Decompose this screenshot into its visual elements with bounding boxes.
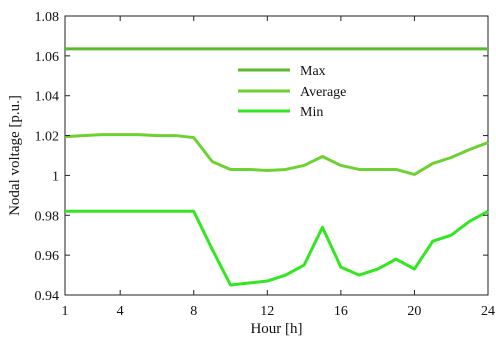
axes: 1 4 8 12 16 20 24 0.94 0.96 0.98 1 1.02 1.04 1.06 1.08… [7, 10, 495, 337]
y-axis-title: Nodal voltage [p.u.] [7, 95, 23, 216]
x-tick-label: 1 [62, 304, 69, 319]
x-tick-label: 12 [260, 304, 274, 319]
y-tick-label: 1.04 [35, 90, 60, 105]
x-tick-label: 8 [190, 304, 197, 319]
y-tick-label: 1.08 [35, 10, 60, 25]
plot-area [64, 15, 489, 296]
y-tick-label: 0.94 [35, 289, 60, 304]
x-tick-label: 16 [334, 304, 348, 319]
x-axis-title: Hour [h] [250, 321, 302, 337]
series-line-min [65, 209, 489, 287]
series-lines [64, 47, 489, 287]
legend: Max Average Min [238, 64, 346, 120]
x-tick-label: 4 [117, 304, 124, 319]
x-tick-label: 24 [481, 304, 495, 319]
plot-frame [64, 15, 489, 296]
y-tick-label: 1.02 [35, 130, 60, 145]
legend-label-min: Min [300, 105, 323, 120]
y-tick-label: 1 [52, 169, 59, 184]
legend-label-max: Max [300, 64, 326, 79]
legend-label-average: Average [300, 85, 346, 100]
y-tick-label: 0.96 [35, 249, 60, 264]
x-tick-label: 20 [407, 304, 421, 319]
y-tick-label: 0.98 [35, 209, 60, 224]
y-tick-label: 1.06 [35, 50, 60, 65]
series-line-average [64, 133, 489, 176]
